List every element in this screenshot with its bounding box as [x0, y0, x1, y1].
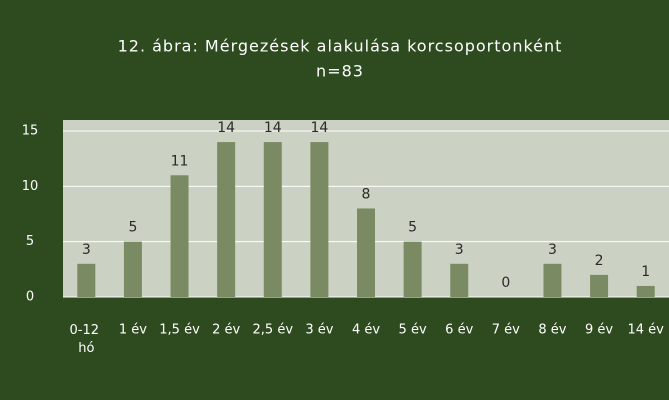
x-tick-label: 7 év: [492, 323, 520, 338]
x-tick-label: 2,5 év: [253, 323, 294, 338]
x-tick-label: 6 év: [445, 323, 473, 338]
bar: [357, 208, 375, 297]
value-label: 14: [310, 120, 328, 136]
bar: [543, 263, 562, 297]
value-label: 1: [641, 264, 650, 280]
x-tick-label: 2 év: [212, 323, 240, 338]
value-label: 3: [82, 242, 91, 258]
value-label: 3: [455, 242, 464, 258]
value-label: 5: [408, 220, 417, 236]
y-tick-label: 0: [26, 290, 34, 305]
bar: [403, 241, 422, 297]
y-tick-label: 10: [22, 179, 39, 194]
bar: [310, 142, 329, 297]
bar: [450, 263, 469, 297]
value-label: 2: [595, 253, 604, 269]
x-tick-label: 1,5 év: [159, 323, 200, 338]
bar: [590, 274, 609, 297]
value-label: 5: [128, 220, 137, 236]
x-tick-label: 9 év: [585, 323, 613, 338]
bar: [263, 142, 282, 297]
value-label: 14: [217, 120, 235, 136]
x-tick-label: 5 év: [399, 323, 427, 338]
bar: [217, 142, 236, 297]
value-label: 11: [171, 153, 189, 169]
chart-subtitle: n=83: [316, 62, 364, 81]
x-tick-label: 8 év: [538, 323, 566, 338]
x-tick-label: 0-12 hó: [69, 323, 103, 356]
y-tick-label: 15: [22, 124, 39, 139]
bar: [77, 263, 96, 297]
bar: [123, 241, 142, 297]
x-tick-label: 1 év: [119, 323, 147, 338]
value-label: 14: [264, 120, 282, 136]
x-tick-label: 3 év: [305, 323, 333, 338]
y-tick-label: 5: [26, 234, 34, 249]
bar: [636, 285, 655, 297]
x-tick-label: 14 év: [628, 323, 665, 338]
value-label: 8: [362, 186, 371, 202]
chart-title: 12. ábra: Mérgezések alakulása korcsopor…: [118, 37, 563, 56]
x-tick-label: 4 év: [352, 323, 380, 338]
value-label: 3: [548, 242, 557, 258]
value-label: 0: [501, 275, 510, 291]
bar: [170, 175, 189, 297]
